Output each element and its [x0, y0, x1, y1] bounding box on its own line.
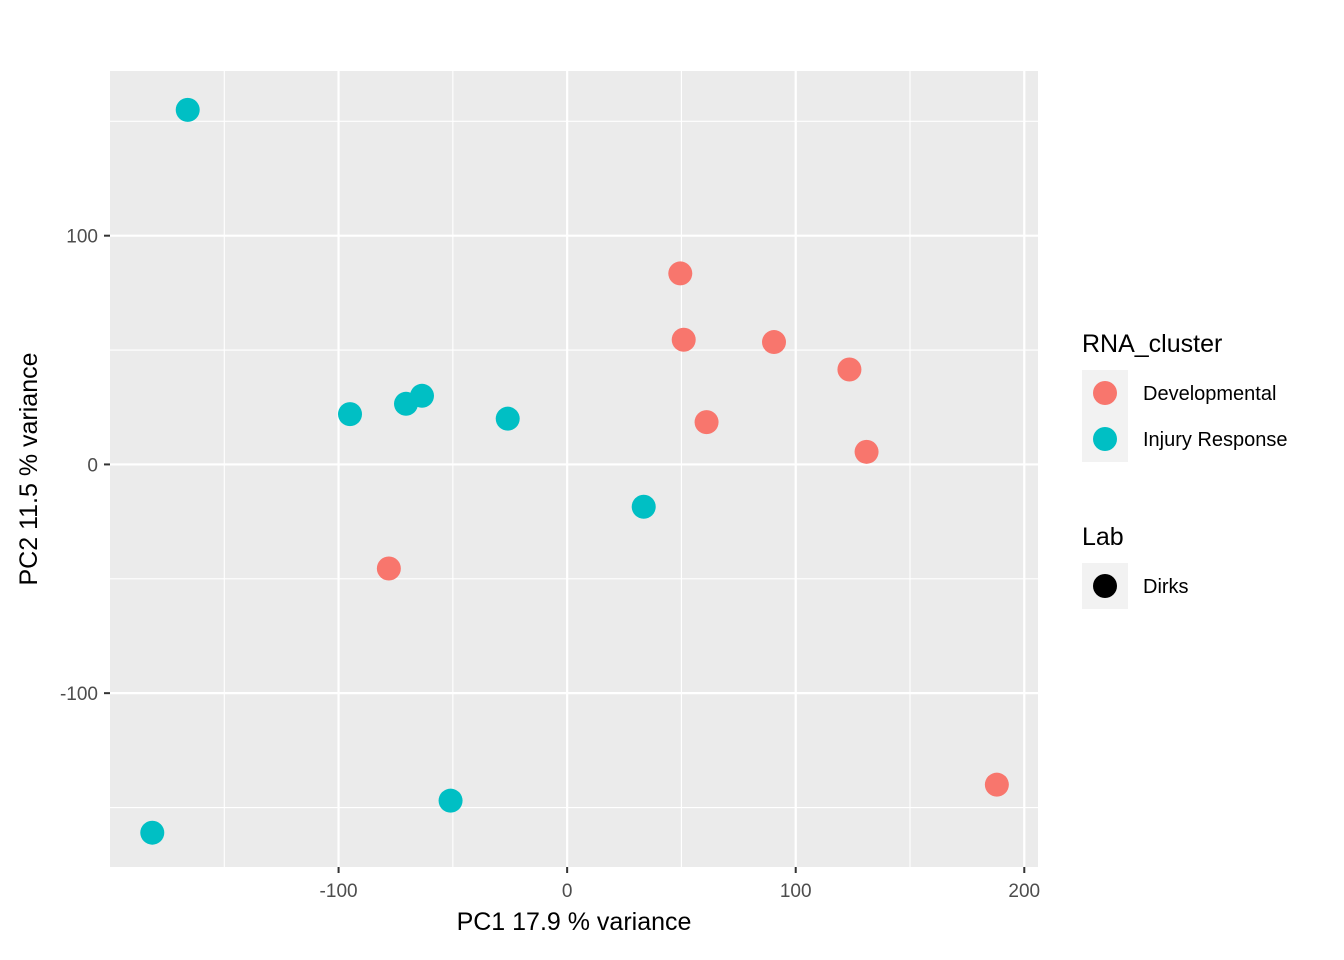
data-point	[668, 261, 693, 286]
minor-gridlines	[110, 71, 1038, 867]
data-point	[438, 788, 463, 813]
data-point	[762, 330, 786, 355]
legend-key-developmental	[1093, 381, 1117, 405]
y-tick-label: 100	[66, 227, 98, 248]
data-point	[140, 820, 165, 845]
major-gridlines	[110, 71, 1038, 867]
data-point	[410, 383, 434, 408]
x-tick-label: -100	[320, 881, 358, 902]
x-tick-label: 100	[780, 881, 812, 902]
x-tick-label: 200	[1008, 881, 1040, 902]
legend-key-dirks	[1093, 574, 1117, 598]
panel-background	[110, 71, 1038, 867]
y-axis: -100 0 100	[60, 227, 110, 705]
x-tick-label: 0	[562, 881, 573, 902]
data-point	[631, 494, 656, 519]
data-point	[837, 357, 862, 382]
y-tick-label: -100	[60, 684, 98, 705]
legend: RNA_cluster Developmental Injury Respons…	[1082, 330, 1288, 609]
data-point	[694, 410, 719, 435]
data-point	[984, 772, 1009, 797]
data-point	[671, 327, 696, 352]
x-axis: -100 0 100 200	[320, 867, 1040, 902]
data-point	[495, 406, 520, 431]
y-tick-label: 0	[87, 455, 98, 476]
legend-title-rna-cluster: RNA_cluster	[1082, 330, 1222, 358]
legend-label-developmental: Developmental	[1143, 383, 1276, 405]
data-point	[175, 97, 200, 122]
data-point	[338, 402, 362, 427]
data-points	[140, 97, 1009, 845]
y-axis-title: PC2 11.5 % variance	[15, 353, 43, 586]
x-axis-title: PC1 17.9 % variance	[457, 908, 692, 936]
legend-label-injury-response: Injury Response	[1143, 429, 1288, 451]
data-point	[854, 439, 879, 464]
legend-label-dirks: Dirks	[1143, 576, 1189, 598]
legend-title-lab: Lab	[1082, 523, 1124, 551]
data-point	[376, 556, 401, 581]
legend-key-injury-response	[1093, 427, 1117, 451]
